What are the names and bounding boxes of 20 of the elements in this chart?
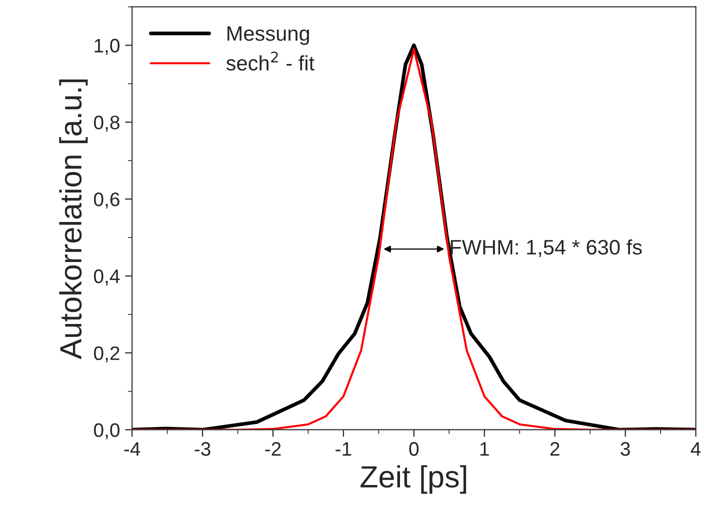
- x-tick-label: -3: [194, 442, 210, 456]
- x-axis-title: Zeit [ps]: [360, 465, 466, 494]
- y-tick-label: 0,4: [94, 269, 120, 286]
- annotation: FWHM: 1,54 * 630 fs: [450, 239, 642, 258]
- legend-label: sech$^{2}$ - fit: [226, 52, 314, 71]
- y-tick-label: 0,2: [94, 346, 120, 362]
- x-tick-label: 4: [690, 442, 701, 456]
- x-tick-label: 1: [480, 442, 489, 456]
- x-tick-label: 0: [409, 442, 419, 456]
- x-tick-label: 3: [620, 442, 630, 456]
- y-tick-label: 0,8: [94, 116, 120, 132]
- y-tick-label: 0,6: [94, 192, 120, 209]
- y-axis-title: Autokorrelation [a.u.]: [59, 79, 88, 360]
- x-tick-label: -1: [336, 442, 352, 456]
- x-tick-label: 2: [550, 442, 560, 456]
- legend-label: Messung: [228, 26, 309, 46]
- x-tick-label: -4: [124, 442, 140, 456]
- y-tick-label: 0,0: [94, 423, 120, 440]
- x-tick-label: -2: [265, 442, 281, 456]
- y-tick-label: 1,0: [94, 38, 120, 55]
